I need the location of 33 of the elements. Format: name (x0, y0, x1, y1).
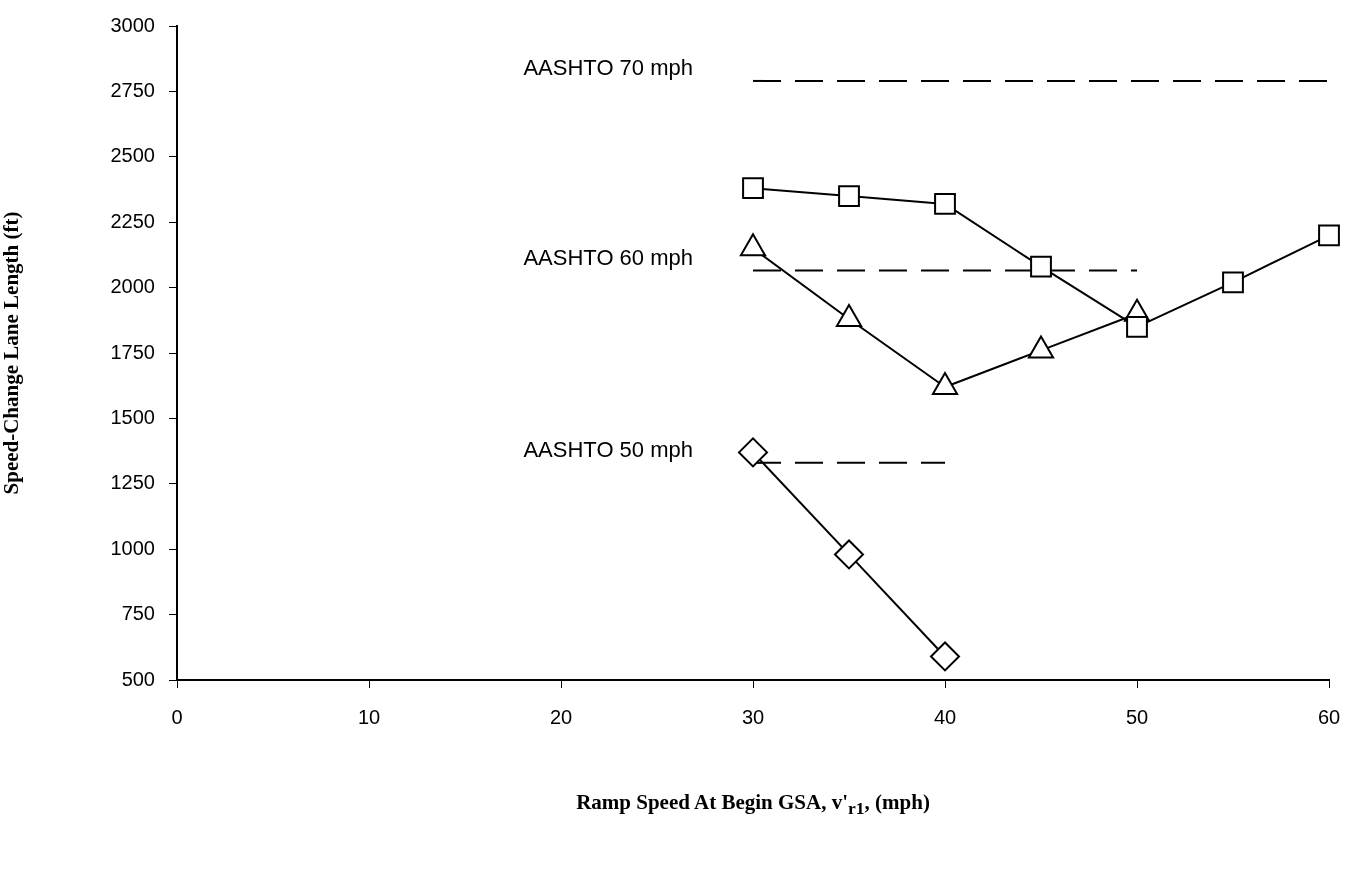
point (834, 539, 864, 570)
y-tick-label: 2750 (110, 78, 155, 101)
point (1126, 315, 1148, 338)
y-tick-label: 1000 (110, 536, 155, 559)
y-tick-label: 1250 (110, 471, 155, 494)
y-axis-title: Speed-Change Lane Length (ft) (0, 211, 24, 495)
x-tick-label: 20 (549, 705, 573, 728)
text: AASHTO 50 mph (523, 436, 693, 462)
x-tick-label: 40 (933, 705, 957, 728)
y-tick-label: 2250 (110, 209, 155, 232)
y-tick-label: 500 (121, 667, 155, 690)
point (838, 185, 860, 207)
y-tick-label: 1750 (110, 340, 155, 363)
point (742, 177, 764, 200)
point (1222, 271, 1244, 294)
y-tick-label: 2000 (110, 275, 155, 298)
y-tick-label: 750 (121, 602, 155, 625)
y-tick-label: 3000 (110, 13, 155, 36)
text: AASHTO 70 mph (523, 55, 693, 80)
y-tick-label: 2500 (110, 144, 155, 167)
point (1318, 224, 1340, 247)
x-tick-label: 0 (171, 705, 183, 728)
x-tick-label: 10 (357, 705, 381, 728)
text: AASHTO 60 mph (523, 244, 693, 270)
x-axis-title: Ramp Speed At Begin GSA, v'$_{r1}$, (mph) (575, 790, 931, 820)
y-tick-label: 1500 (110, 405, 155, 428)
point (1030, 255, 1052, 278)
point (738, 437, 768, 468)
point (930, 641, 960, 672)
point (934, 192, 956, 215)
x-tick-label: 50 (1125, 705, 1149, 728)
x-tick-label: 30 (741, 705, 765, 728)
x-tick-label: 60 (1317, 705, 1341, 728)
